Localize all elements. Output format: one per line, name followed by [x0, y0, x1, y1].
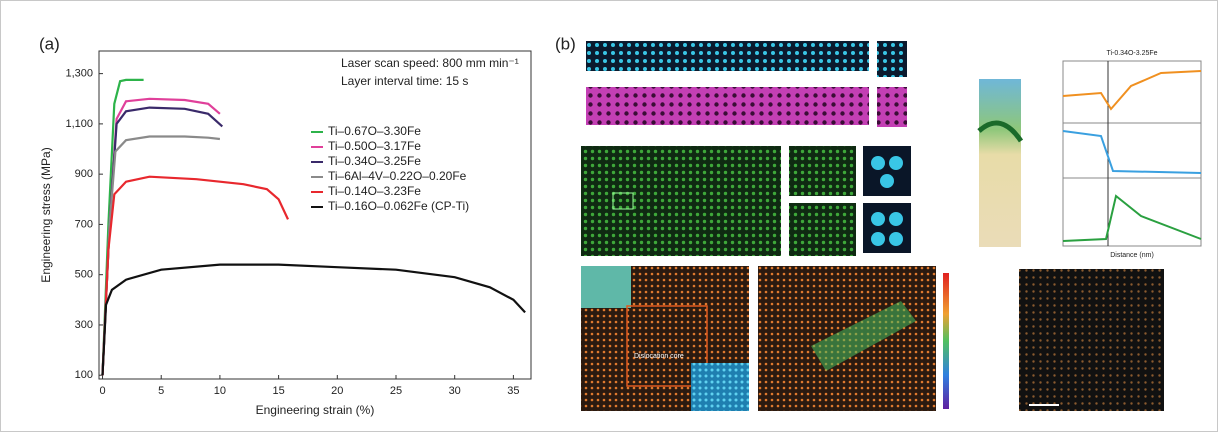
- image: [586, 87, 869, 125]
- segregation: [977, 120, 1024, 143]
- atom: [871, 156, 885, 170]
- legend-label: Ti–0.50O–3.17Fe: [328, 139, 421, 153]
- atom: [871, 232, 885, 246]
- panel-label: (a): [39, 34, 60, 53]
- atom: [889, 156, 903, 170]
- y-tick-label: 100: [75, 369, 93, 381]
- image: [1019, 269, 1164, 411]
- legend-label: Ti–0.34O–3.25Fe: [328, 154, 421, 168]
- y-tick-label: 300: [75, 319, 93, 331]
- colorbar: [943, 273, 949, 409]
- profile-plot: [1062, 122, 1202, 179]
- inset-box: [626, 305, 708, 387]
- inset: [691, 363, 749, 411]
- panel-label: (b): [555, 34, 576, 53]
- profile: [1062, 70, 1202, 111]
- atom: [880, 174, 894, 188]
- axis-label: Distance (nm): [1110, 252, 1154, 259]
- image: [877, 87, 907, 127]
- profile-plot: [1062, 177, 1202, 247]
- annotation: Layer interval time: 15 s: [341, 74, 468, 88]
- series-line: [101, 175, 289, 376]
- atom: [871, 212, 885, 226]
- image: [789, 146, 856, 196]
- x-tick-label: 25: [390, 385, 402, 397]
- legend-label: Ti–0.16O–0.062Fe (CP-Ti): [328, 199, 469, 213]
- x-tick-label: 5: [158, 385, 164, 397]
- plot-title: Ti-0.34O-3.25Fe: [1106, 50, 1157, 57]
- inset: [581, 266, 631, 308]
- plot-frame: [98, 50, 532, 380]
- x-axis-label: Engineering strain (%): [256, 403, 375, 417]
- strain-region: [811, 301, 916, 371]
- y-axis-label: Engineering stress (MPa): [39, 147, 53, 282]
- atom: [889, 232, 903, 246]
- legend-label: Ti–0.14O–3.23Fe: [328, 184, 421, 198]
- image: [581, 146, 781, 256]
- x-tick-label: 0: [99, 385, 105, 397]
- y-tick-label: 900: [75, 168, 93, 180]
- image: [863, 203, 911, 253]
- y-tick-label: 1,100: [65, 118, 93, 130]
- series-line: [101, 263, 526, 376]
- atom: [889, 212, 903, 226]
- image: [863, 146, 911, 196]
- series-line: [101, 135, 221, 376]
- legend-label: Ti–0.67O–3.30Fe: [328, 124, 421, 138]
- x-tick-label: 10: [214, 385, 226, 397]
- profile-plot: [1062, 60, 1202, 124]
- series-line: [101, 97, 221, 376]
- y-tick-label: 700: [75, 218, 93, 230]
- y-tick-label: 1,300: [65, 68, 93, 80]
- x-tick-label: 30: [449, 385, 461, 397]
- profile: [1062, 130, 1202, 174]
- legend-label: Ti–6Al–4V–0.22O–0.20Fe: [328, 169, 467, 183]
- annotation: Dislocation core: [634, 353, 684, 360]
- x-tick-label: 35: [507, 385, 519, 397]
- atom-probe-map: [979, 79, 1021, 247]
- image: [586, 41, 869, 71]
- profile: [1062, 194, 1202, 242]
- panel-b: (b) Dislocation core Ti-0.34O-3.25Fe D: [555, 34, 1202, 411]
- series-line: [101, 106, 224, 376]
- annotation: Laser scan speed: 800 mm min⁻¹: [341, 56, 519, 70]
- image: [877, 41, 907, 77]
- inset-box: [612, 192, 634, 210]
- x-tick-label: 15: [272, 385, 284, 397]
- image: [789, 203, 856, 256]
- y-tick-label: 500: [75, 269, 93, 281]
- x-tick-label: 20: [331, 385, 343, 397]
